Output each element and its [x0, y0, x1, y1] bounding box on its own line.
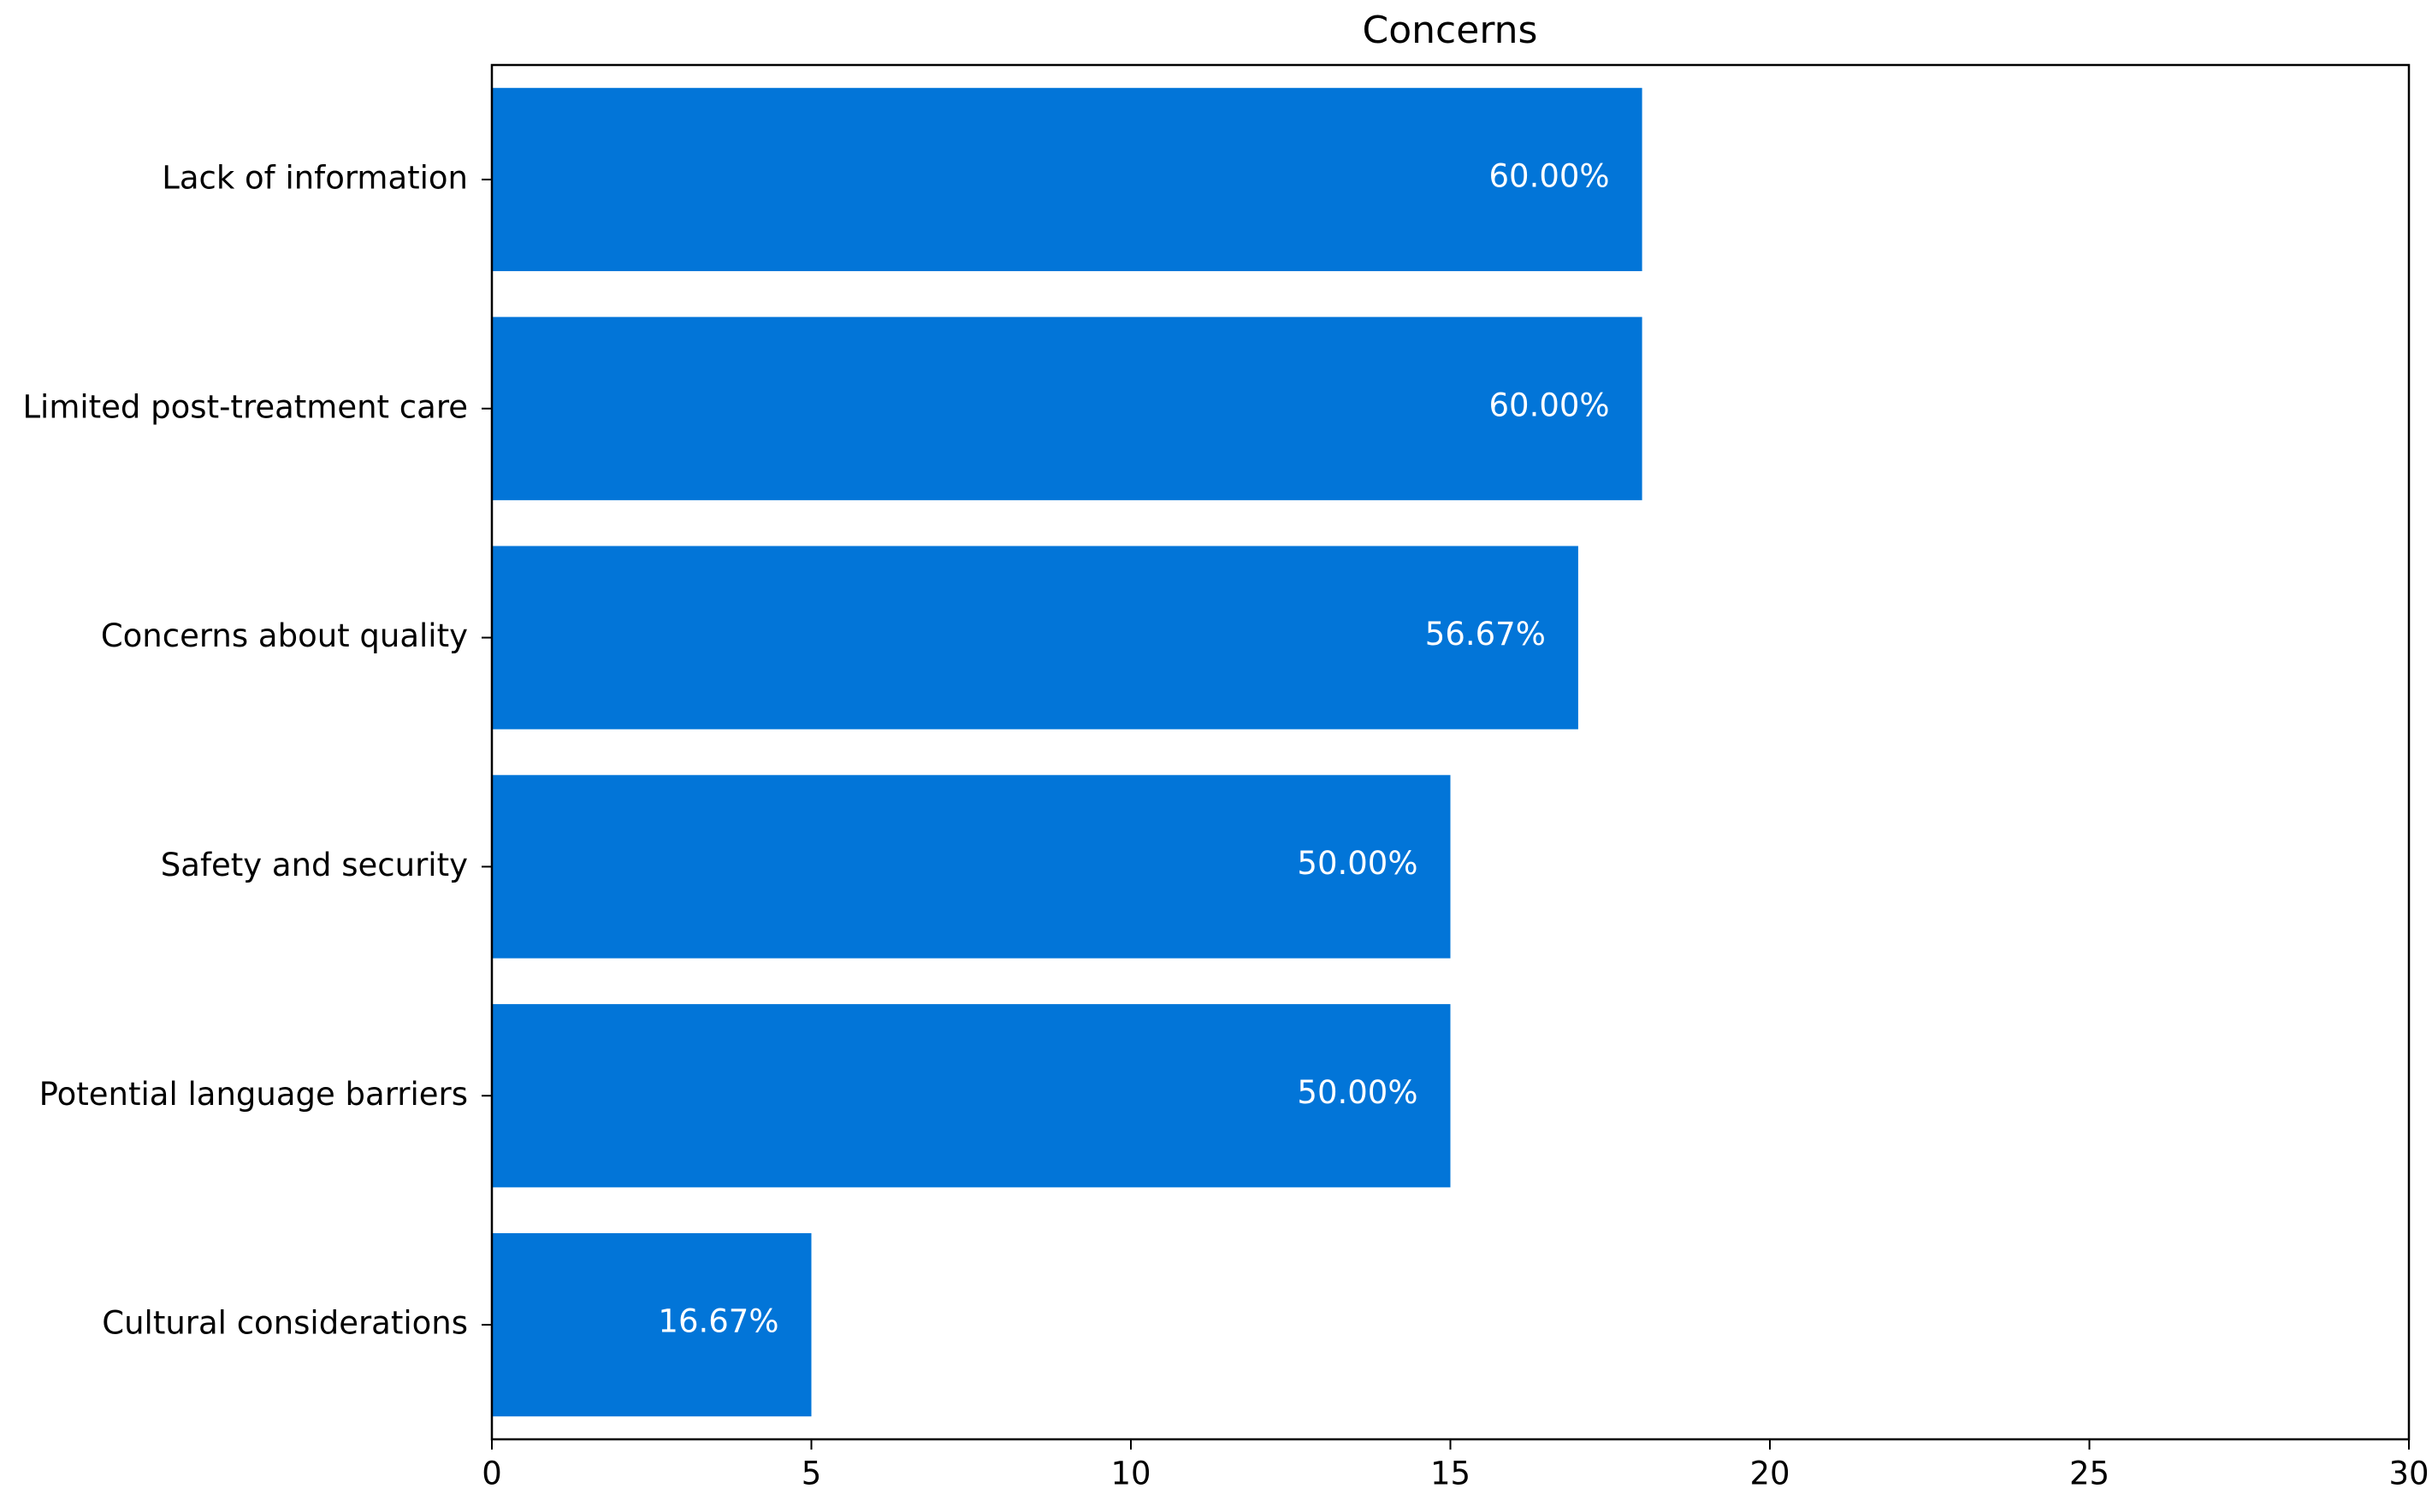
x-tick-label: 15: [1430, 1456, 1470, 1492]
value-label: 56.67%: [1425, 616, 1546, 653]
plot-frame: [490, 63, 2411, 1441]
y-tick-label: Cultural considerations: [102, 1305, 468, 1342]
bar: [492, 87, 1642, 272]
y-tick-label: Concerns about quality: [101, 617, 468, 654]
bar: [492, 316, 1642, 500]
x-tick-label: 30: [2388, 1456, 2429, 1492]
x-tick-label: 5: [802, 1456, 822, 1492]
y-tick-label: Limited post-treatment care: [22, 388, 468, 425]
value-label: 16.67%: [658, 1303, 778, 1340]
bar: [492, 775, 1451, 959]
value-label: 50.00%: [1297, 1074, 1417, 1111]
value-label: 60.00%: [1489, 157, 1610, 194]
value-label: 60.00%: [1489, 387, 1610, 423]
x-tick-label: 10: [1110, 1456, 1151, 1492]
y-tick-label: Lack of information: [162, 159, 468, 196]
bar: [492, 1232, 812, 1417]
value-label: 50.00%: [1297, 845, 1417, 882]
bar: [492, 1004, 1451, 1188]
y-tick-label: Safety and security: [161, 847, 468, 883]
y-tick-label: Potential language barriers: [39, 1076, 468, 1113]
x-tick-label: 0: [482, 1456, 502, 1492]
x-tick-label: 20: [1749, 1456, 1790, 1492]
x-tick-label: 25: [2069, 1456, 2110, 1492]
chart-title: Concerns: [1363, 9, 1538, 52]
bar: [492, 546, 1578, 729]
